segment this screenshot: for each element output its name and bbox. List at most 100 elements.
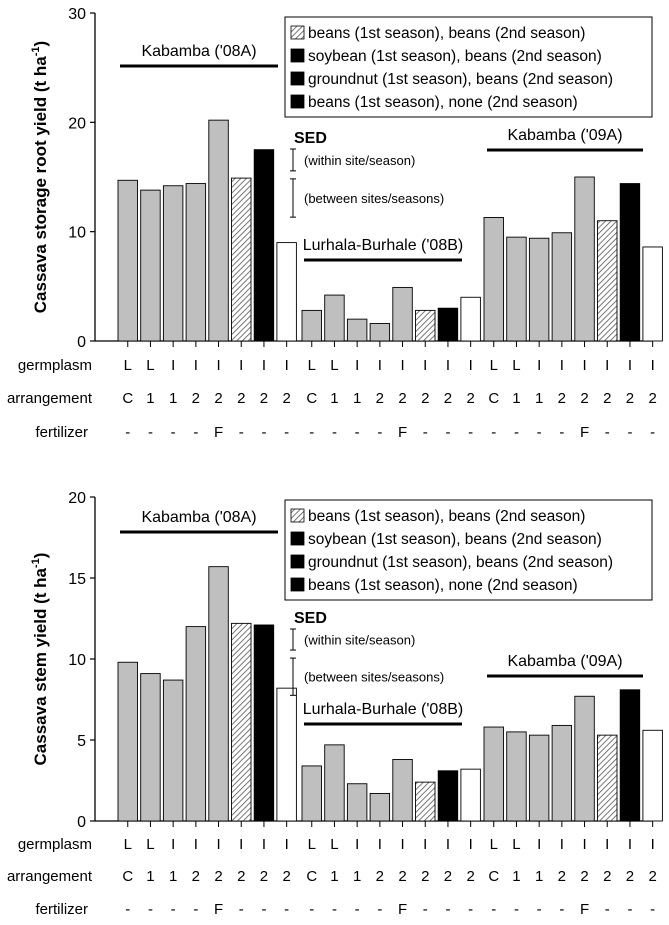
arrangement-value: 1	[169, 868, 177, 885]
germplasm-value: I	[605, 836, 609, 853]
fertilizer-value: -	[423, 901, 428, 918]
fertilizer-value: -	[468, 424, 473, 441]
arrangement-value: 2	[214, 868, 222, 885]
germplasm-value: I	[446, 836, 450, 853]
y-axis-label: Cassava stem yield (t ha-1)	[30, 553, 50, 766]
arrangement-value: 2	[260, 390, 268, 407]
arrangement-value: 2	[558, 868, 566, 885]
bar	[140, 673, 161, 822]
arrangement-value: 1	[146, 868, 154, 885]
legend: beans (1st season), beans (2nd season) so…	[284, 499, 653, 601]
bar	[346, 318, 368, 342]
arrangement-value: 2	[558, 390, 566, 407]
legend-item-label: groundnut (1st season), beans (2nd seaso…	[308, 554, 613, 571]
row-label-germplasm: germplasm	[18, 836, 92, 853]
y-tick-label: 10	[68, 225, 86, 242]
bar	[619, 183, 641, 342]
arrangement-value: 2	[237, 868, 245, 885]
legend-swatch	[290, 25, 305, 40]
arrangement-value: 1	[512, 868, 520, 885]
legend-item-label: beans (1st season), none (2nd season)	[308, 94, 578, 111]
bar	[117, 179, 138, 342]
fertilizer-value: F	[214, 901, 223, 918]
legend-swatch	[290, 71, 305, 86]
arrangement-value: C	[306, 868, 317, 885]
fertilizer-value: -	[148, 901, 153, 918]
legend-swatch	[290, 577, 305, 592]
legend-box	[284, 499, 653, 601]
arrangement-value: 2	[444, 390, 452, 407]
fertilizer-value: -	[377, 901, 382, 918]
germplasm-value: I	[216, 357, 220, 374]
arrangement-value: 2	[421, 868, 429, 885]
germplasm-value: I	[171, 836, 175, 853]
row-label-germplasm: germplasm	[18, 357, 92, 374]
germplasm-value: L	[308, 836, 316, 853]
germplasm-value: L	[308, 357, 316, 374]
arrangement-value: 2	[648, 868, 656, 885]
fertilizer-value: -	[445, 424, 450, 441]
legend-item-label: groundnut (1st season), beans (2nd seaso…	[308, 71, 613, 88]
bar	[437, 770, 459, 822]
germplasm-value: I	[216, 836, 220, 853]
arrangement-value: 2	[398, 868, 406, 885]
fertilizer-value: F	[214, 424, 223, 441]
legend-item-label: beans (1st season), beans (2nd season)	[308, 508, 585, 525]
arrangement-value: 2	[580, 868, 588, 885]
bar	[301, 309, 322, 342]
y-axis-label-sup: -1	[30, 558, 42, 568]
arrangement-value: 1	[169, 390, 177, 407]
fertilizer-value: -	[491, 901, 496, 918]
fertilizer-value: -	[650, 424, 655, 441]
legend-swatch	[290, 554, 305, 569]
arrangement-value: 2	[214, 390, 222, 407]
germplasm-value: L	[512, 357, 520, 374]
bar	[231, 622, 252, 822]
y-tick-label: 30	[68, 6, 86, 23]
germplasm-value: I	[400, 836, 404, 853]
germplasm-value: I	[560, 357, 564, 374]
legend-swatch	[290, 531, 305, 546]
arrangement-value: 2	[603, 868, 611, 885]
arrangement-value: 1	[535, 390, 543, 407]
arrangement-value: 2	[282, 868, 290, 885]
arrangement-value: 1	[146, 390, 154, 407]
y-tick-label: 20	[68, 490, 86, 507]
fertilizer-value: -	[284, 901, 289, 918]
germplasm-value: I	[378, 357, 382, 374]
y-tick-label: 5	[77, 733, 86, 750]
legend-swatch	[290, 94, 305, 109]
fertilizer-value: -	[537, 424, 542, 441]
bar	[231, 177, 252, 342]
bar	[483, 217, 504, 342]
fertilizer-value: -	[355, 424, 360, 441]
bar	[208, 119, 229, 342]
group-label: Kabamba ('08A)	[141, 509, 256, 526]
sed-annotation: SED (within site/season) (between sites/se…	[290, 610, 444, 696]
y-axis-label-main: Cassava stem yield (t ha	[31, 567, 50, 765]
sed-title: SED	[294, 610, 327, 627]
bar	[369, 323, 391, 342]
germplasm-value: I	[651, 836, 655, 853]
bar	[415, 309, 436, 342]
fertilizer-value: -	[284, 424, 289, 441]
bar	[392, 758, 413, 822]
bar	[324, 744, 345, 822]
germplasm-value: I	[628, 357, 632, 374]
arrangement-value: 2	[603, 390, 611, 407]
bar	[528, 734, 550, 822]
germplasm-value: I	[469, 357, 473, 374]
y-axis-label: Cassava storage root yield (t ha-1)	[30, 41, 50, 313]
arrangement-value: 2	[260, 868, 268, 885]
arrangement-value: 1	[330, 390, 338, 407]
fertilizer-value: -	[514, 424, 519, 441]
germplasm-value: L	[490, 836, 498, 853]
bar	[253, 149, 275, 342]
germplasm-value: I	[469, 836, 473, 853]
y-axis-label-main: Cassava storage root yield (t ha	[31, 56, 50, 314]
sed-between-label: (between sites/seasons)	[304, 670, 444, 685]
germplasm-value: L	[512, 836, 520, 853]
arrangement-value: 2	[376, 390, 384, 407]
